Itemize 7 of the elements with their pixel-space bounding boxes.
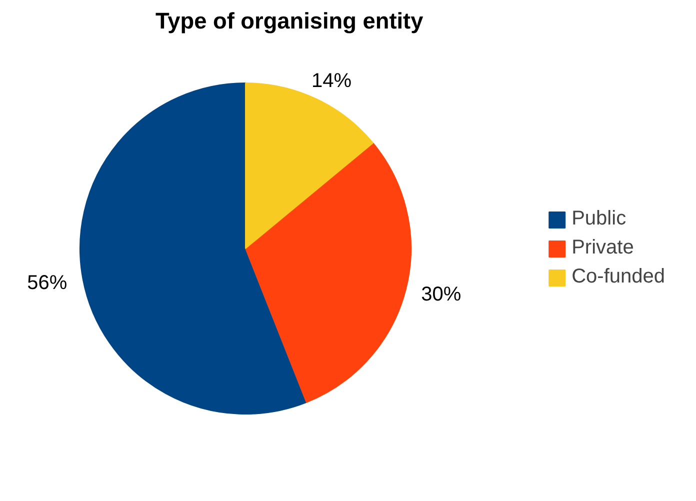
data-label: 56%: [27, 272, 68, 294]
data-label: 14%: [311, 70, 352, 92]
legend-label: Co-funded: [572, 266, 665, 288]
chart-title: Type of organising entity: [156, 8, 424, 34]
data-label: 30%: [421, 284, 462, 306]
legend-label: Private: [572, 236, 634, 260]
legend-label: Public: [572, 208, 626, 230]
